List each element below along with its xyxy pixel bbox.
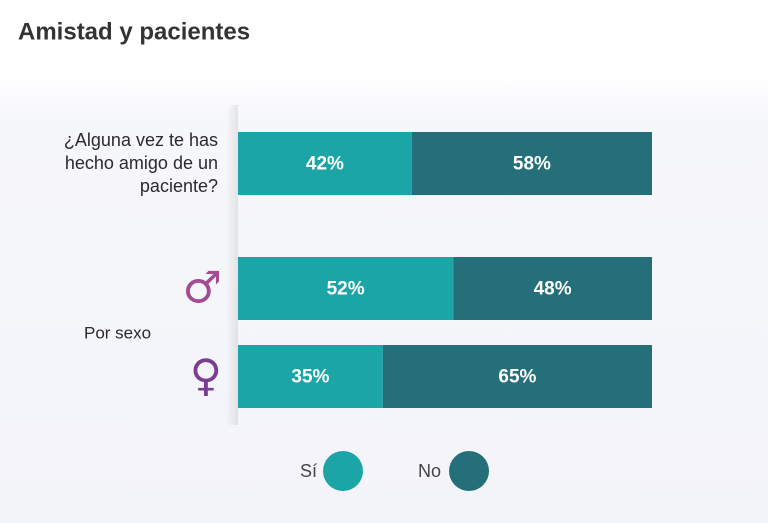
value-label: 65%: [498, 367, 536, 388]
value-label: 58%: [513, 154, 551, 175]
bar-segment: [238, 257, 454, 320]
bar-segment: [382, 345, 652, 408]
legend-swatch: [323, 451, 363, 491]
value-label: 52%: [327, 279, 365, 300]
category-icon: ♂: [183, 263, 222, 314]
chart-title: Amistad y pacientes: [18, 18, 250, 45]
value-label: 48%: [534, 279, 572, 300]
legend-swatch: [449, 451, 489, 491]
divider-shadow: [226, 105, 238, 425]
legend-label: No: [418, 461, 441, 481]
bar-segment: [238, 345, 383, 408]
group-label: Por sexo: [84, 323, 151, 342]
bar-segment: [453, 257, 652, 320]
legend-label: Sí: [300, 461, 317, 481]
category-icon: ♀: [190, 351, 222, 402]
bar-segment: [411, 132, 652, 195]
value-label: 42%: [306, 154, 344, 175]
category-label: ¿Alguna vez te has hecho amigo de un pac…: [63, 130, 218, 196]
value-label: 35%: [291, 367, 329, 388]
bar-segment: [238, 132, 412, 195]
